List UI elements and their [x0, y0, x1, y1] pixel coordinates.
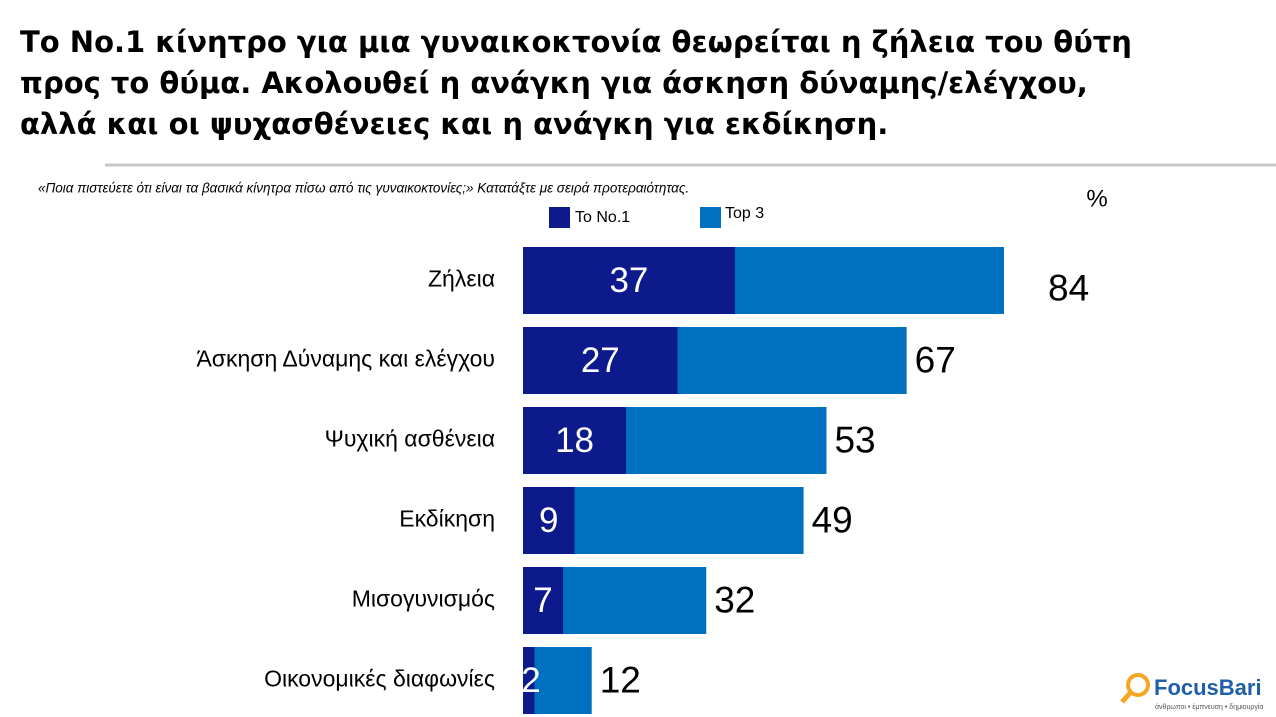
- value-label: 2: [521, 661, 540, 700]
- value-label: 18: [555, 421, 594, 460]
- legend-swatch: [549, 207, 570, 228]
- legend-label: Top 3: [725, 205, 764, 222]
- logo-icon: [1126, 673, 1150, 697]
- total-label: 67: [915, 339, 956, 380]
- total-label: 53: [834, 419, 875, 460]
- logo-icon: [1120, 690, 1133, 704]
- value-label: 27: [581, 341, 620, 380]
- chart-title: προς το θύμα. Ακολουθεί η ανάγκη για άσκ…: [20, 66, 1088, 100]
- value-label: 9: [539, 501, 558, 540]
- bar: [523, 407, 627, 474]
- value-label: 7: [533, 581, 552, 620]
- bar: [523, 487, 575, 554]
- legend-label: Το No.1: [575, 209, 630, 226]
- category-label: Ζήλεια: [428, 266, 495, 292]
- value-label: 37: [609, 261, 648, 300]
- category-label: Εκδίκηση: [399, 506, 495, 532]
- category-label: Μισογυνισμός: [352, 586, 495, 612]
- category-label: Ψυχική ασθένεια: [325, 426, 495, 452]
- bar: [523, 647, 535, 714]
- logo-tagline: άνθρωποι • έμπνευση • δημιουργία: [1155, 703, 1263, 711]
- chart-title: Το No.1 κίνητρο για μια γυναικοκτονία θε…: [20, 25, 1132, 59]
- total-label: 49: [812, 499, 853, 540]
- logo-name: FocusBari: [1154, 675, 1262, 700]
- unit-label: %: [1086, 185, 1107, 212]
- logo: FocusBari άνθρωποι • έμπνευση • δημιουργ…: [1120, 673, 1263, 711]
- bar: [523, 247, 735, 314]
- bar: [523, 327, 678, 394]
- bar: [523, 567, 564, 634]
- chart-subtitle: «Ποια πιστεύετε ότι είναι τα βασικά κίνη…: [38, 181, 689, 196]
- total-label: 32: [714, 579, 755, 620]
- chart-title: αλλά και οι ψυχασθένειες και η ανάγκη γι…: [20, 107, 888, 141]
- category-label: Οικονομικές διαφωνίες: [264, 666, 495, 692]
- legend-swatch: [700, 207, 721, 228]
- total-label: 84: [1048, 267, 1089, 308]
- category-label: Άσκηση Δύναμης και ελέγχου: [196, 346, 495, 372]
- total-label: 12: [600, 659, 641, 700]
